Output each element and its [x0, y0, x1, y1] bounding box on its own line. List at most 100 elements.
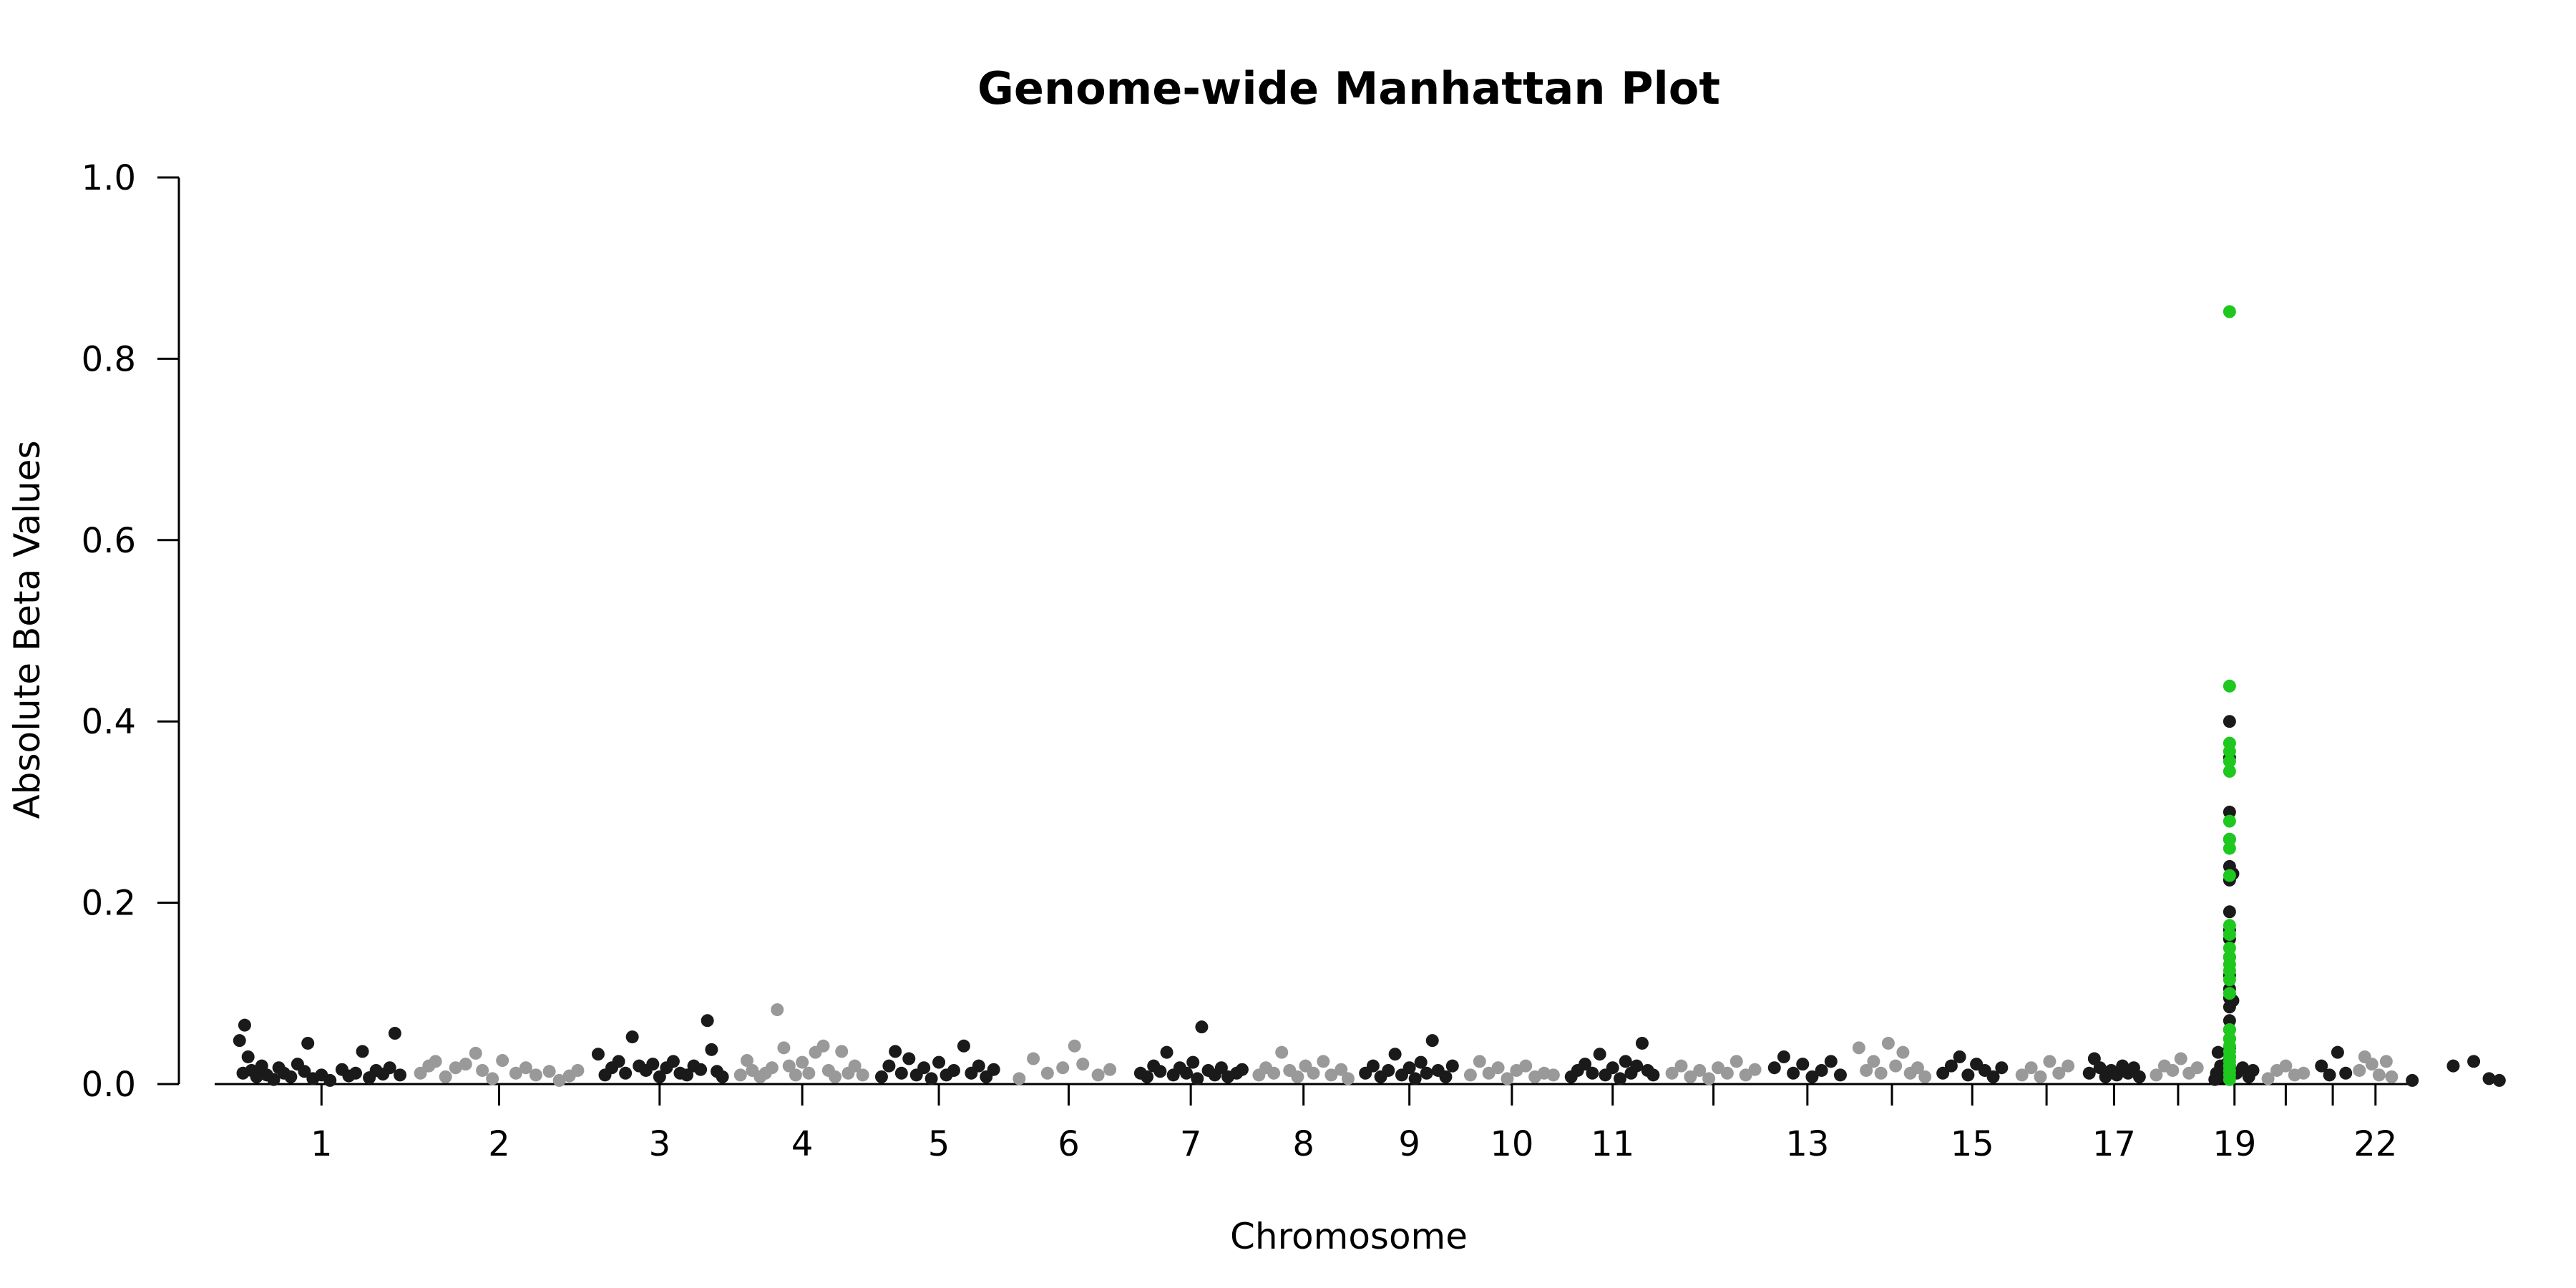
data-point	[2446, 1059, 2460, 1073]
data-point	[1586, 1066, 1599, 1080]
data-point	[496, 1054, 509, 1068]
data-point	[2379, 1055, 2393, 1068]
data-point	[1214, 1061, 1228, 1075]
y-axis-label: Absolute Beta Values	[6, 441, 48, 819]
data-point	[284, 1070, 298, 1083]
data-point	[1630, 1059, 1644, 1073]
data-point	[2365, 1058, 2379, 1071]
data-point	[2223, 715, 2236, 728]
data-point	[459, 1058, 472, 1071]
highlighted-data-point	[2223, 927, 2236, 941]
data-point	[816, 1039, 830, 1053]
data-point	[238, 1018, 251, 1032]
data-point	[469, 1046, 482, 1060]
data-point	[777, 1041, 791, 1055]
data-point	[1665, 1066, 1679, 1080]
data-point	[1944, 1059, 1958, 1073]
data-point	[2174, 1052, 2187, 1065]
data-point	[2034, 1070, 2047, 1083]
data-point	[625, 1030, 639, 1044]
data-point	[1291, 1070, 1304, 1083]
highlighted-data-point	[2223, 814, 2236, 828]
data-point	[1867, 1055, 1880, 1068]
data-point	[2223, 805, 2236, 819]
data-point	[2372, 1068, 2386, 1082]
data-point	[1953, 1050, 1966, 1063]
data-point	[2246, 1063, 2260, 1077]
data-point	[1388, 1048, 1402, 1061]
data-point	[2082, 1066, 2096, 1080]
data-point	[882, 1059, 896, 1073]
data-point	[1593, 1048, 1606, 1061]
data-point	[449, 1061, 462, 1075]
data-point	[2482, 1072, 2496, 1085]
data-point	[765, 1061, 779, 1075]
data-point	[1852, 1041, 1865, 1055]
y-tick-label: 0.4	[82, 702, 136, 742]
x-tick-label: 17	[2092, 1124, 2136, 1164]
data-point	[1860, 1063, 1873, 1077]
data-point	[1614, 1072, 1627, 1085]
data-point	[519, 1061, 532, 1075]
data-point	[1141, 1070, 1154, 1083]
data-point	[1674, 1059, 1688, 1073]
data-point	[972, 1059, 985, 1073]
data-point	[1767, 1061, 1781, 1075]
data-point	[894, 1066, 908, 1080]
data-point	[1267, 1066, 1281, 1080]
data-point	[241, 1050, 255, 1063]
y-axis: 0.0 0.2 0.4 0.6 0.8 1.0	[82, 158, 180, 1105]
data-point	[924, 1072, 938, 1085]
data-point	[2331, 1045, 2344, 1059]
data-point	[394, 1068, 407, 1082]
data-point	[323, 1073, 337, 1087]
data-point	[1191, 1072, 1204, 1085]
data-point	[1463, 1068, 1477, 1082]
data-point	[2132, 1070, 2146, 1083]
data-point	[694, 1063, 708, 1076]
data-point	[2211, 1045, 2225, 1059]
data-point	[2150, 1068, 2163, 1082]
x-tick-label: 19	[2212, 1124, 2256, 1164]
data-point	[1091, 1068, 1105, 1082]
data-point	[1693, 1063, 1707, 1077]
data-point	[848, 1059, 862, 1073]
data-point	[612, 1055, 625, 1068]
highlighted-data-point	[2223, 1073, 2236, 1086]
data-points	[233, 305, 2506, 1087]
x-tick-label: 5	[928, 1124, 950, 1164]
x-tick-label: 7	[1180, 1124, 1202, 1164]
data-point	[1402, 1061, 1416, 1075]
data-point	[267, 1073, 280, 1086]
data-point	[2166, 1063, 2180, 1077]
y-tick-label: 0.6	[82, 521, 136, 561]
y-tick-label: 0.0	[82, 1065, 136, 1105]
data-point	[782, 1059, 796, 1073]
data-point	[1275, 1045, 1289, 1059]
data-point	[1027, 1052, 1040, 1065]
data-point	[1366, 1059, 1380, 1073]
x-axis-label: Chromosome	[1230, 1216, 1468, 1257]
data-point	[1414, 1055, 1428, 1069]
data-point	[1180, 1066, 1194, 1080]
data-point	[705, 1043, 718, 1056]
data-point	[1519, 1059, 1533, 1073]
data-point	[1546, 1068, 1560, 1082]
data-point	[1986, 1070, 2000, 1083]
highlighted-data-point	[2223, 964, 2236, 977]
highlighted-data-point	[2223, 764, 2236, 778]
data-point	[1473, 1055, 1486, 1068]
data-point	[1889, 1059, 1903, 1073]
data-point	[2467, 1055, 2481, 1068]
data-point	[1408, 1072, 1422, 1085]
x-tick-label: 10	[1490, 1124, 1533, 1164]
data-point	[802, 1066, 816, 1080]
data-point	[701, 1014, 714, 1028]
highlighted-data-point	[2223, 841, 2236, 855]
data-point	[1013, 1072, 1026, 1085]
data-point	[2339, 1066, 2353, 1080]
data-point	[1936, 1066, 1950, 1080]
data-point	[1153, 1065, 1167, 1078]
data-point	[2406, 1073, 2419, 1087]
